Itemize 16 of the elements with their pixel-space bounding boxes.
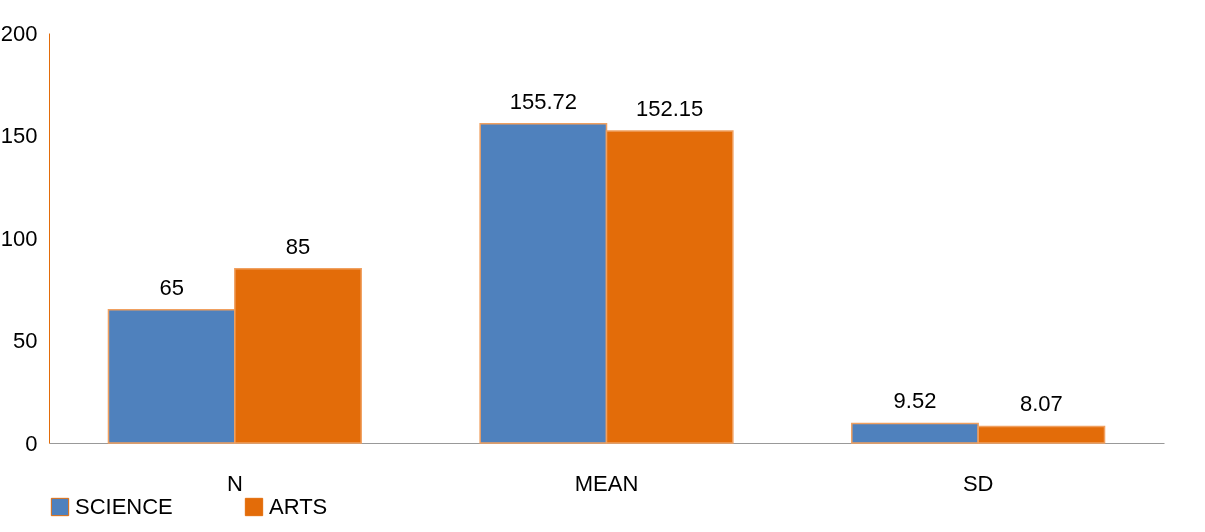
y-tick-label: 200: [0, 20, 38, 46]
data-label: 9.52: [893, 388, 937, 414]
legend-label: SCIENCE: [75, 494, 173, 519]
data-label: 8.07: [1019, 391, 1063, 417]
y-tick-label: 0: [25, 430, 38, 456]
x-tick-label: N: [226, 470, 243, 496]
legend-label: ARTS: [269, 494, 328, 519]
data-label: 85: [285, 233, 311, 259]
data-label: 65: [159, 274, 184, 300]
data-label: 155.72: [509, 88, 577, 114]
data-label: 152.15: [636, 96, 704, 122]
y-tick-label: 50: [13, 328, 38, 353]
y-tick-label: 150: [0, 123, 38, 148]
x-tick-label: SD: [962, 470, 994, 496]
x-tick-label: MEAN: [574, 470, 639, 496]
y-tick-label: 100: [0, 225, 38, 251]
